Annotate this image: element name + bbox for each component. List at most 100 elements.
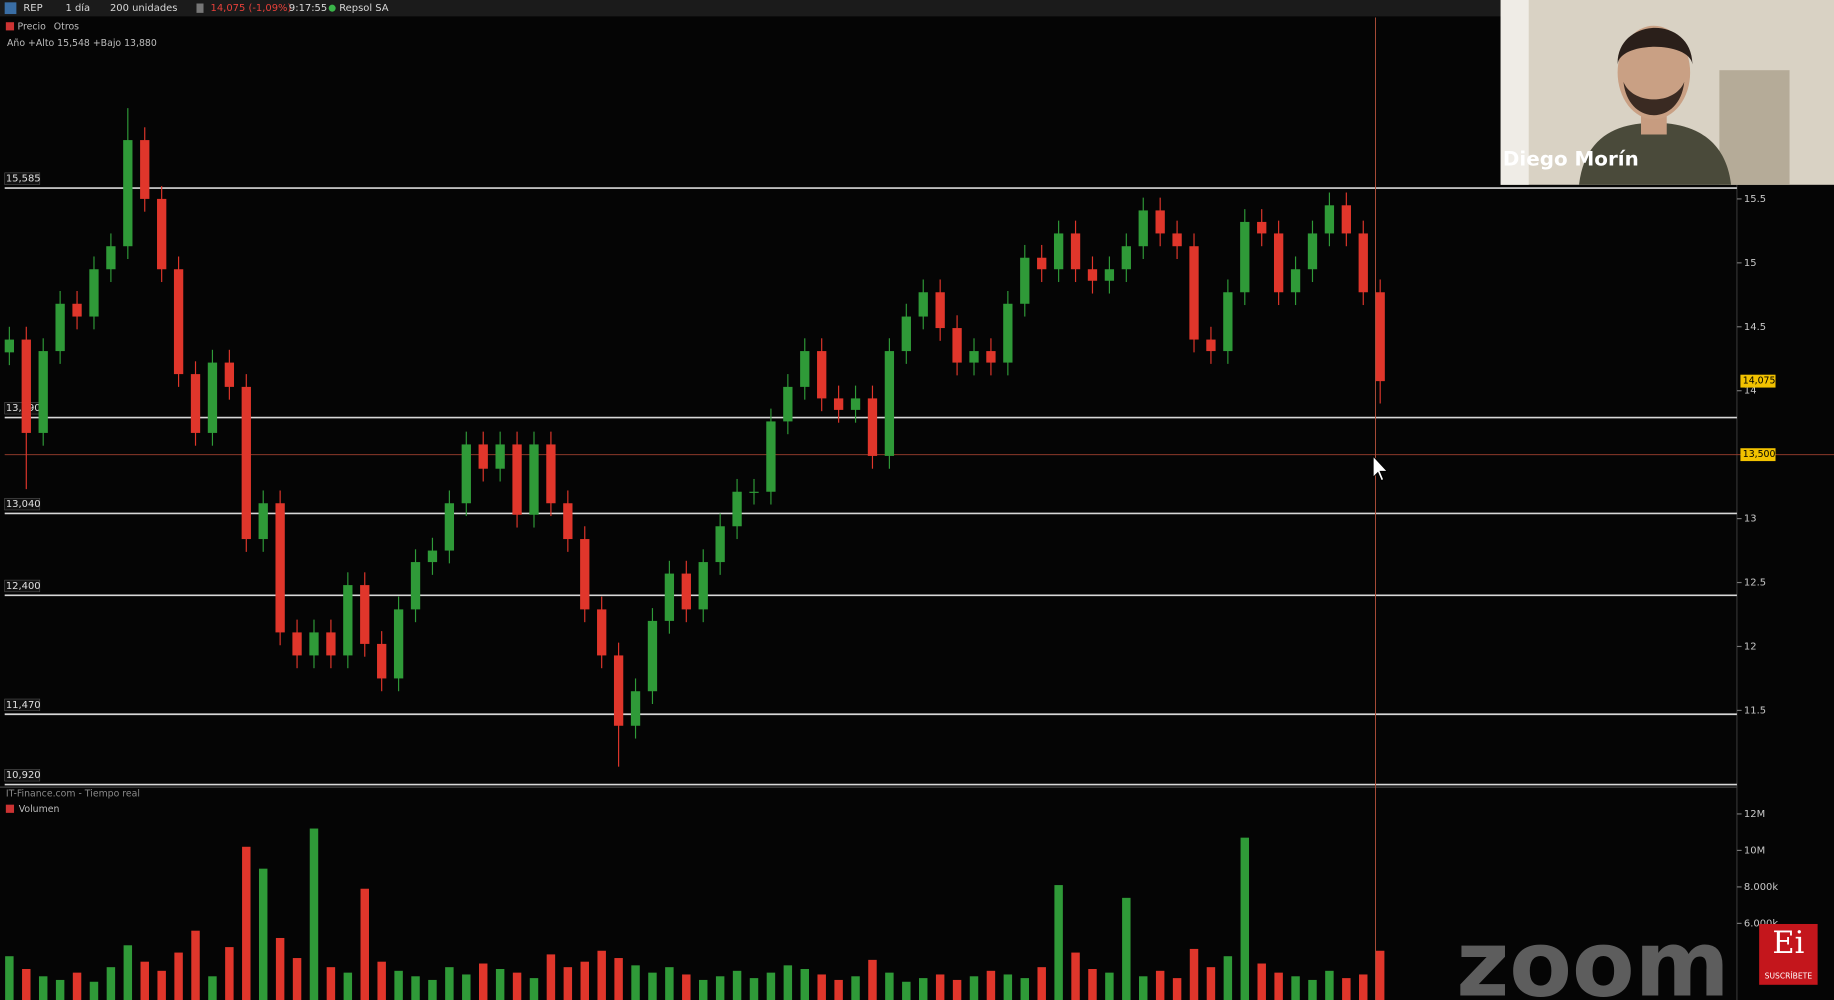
- level-label-box: [4, 698, 41, 712]
- volume-bar: [309, 828, 319, 1000]
- volume-bar: [174, 952, 183, 1000]
- volume-bar: [411, 976, 420, 1000]
- volume-bar: [783, 965, 793, 1000]
- volume-bar: [1105, 972, 1114, 1000]
- candle-body: [123, 140, 133, 247]
- volume-bar: [986, 970, 996, 1000]
- candle-body: [292, 632, 302, 656]
- candle-body: [1121, 246, 1131, 270]
- candle-body: [258, 503, 268, 540]
- candle-body: [681, 573, 691, 610]
- volume-bar: [1325, 970, 1334, 1000]
- volume-bar: [952, 979, 962, 1000]
- person-beard: [1623, 81, 1685, 116]
- volume-bar: [242, 846, 251, 1000]
- volume-legend-swatch: [5, 804, 15, 813]
- y-tick-label: 13: [1744, 514, 1757, 525]
- logo-badge[interactable]: [1759, 923, 1818, 985]
- logo-caption: SUSCRÍBETE: [1765, 972, 1813, 981]
- y-tick-label: 11.5: [1744, 705, 1766, 716]
- candle-body: [1138, 210, 1148, 247]
- candle-body: [1087, 269, 1098, 281]
- volume-bar: [38, 976, 48, 1000]
- candle-body: [1341, 205, 1351, 234]
- volume-bar: [648, 972, 657, 1000]
- candle-body: [1307, 233, 1318, 270]
- price-marker: [1740, 374, 1776, 388]
- volume-bar: [1054, 885, 1063, 1000]
- volume-bar: [1172, 978, 1182, 1000]
- candle-body: [224, 362, 235, 387]
- candle-body: [1104, 269, 1115, 281]
- candle-body: [986, 351, 996, 363]
- y-tick-label: 12: [1744, 641, 1757, 652]
- volume-bar: [1274, 972, 1283, 1000]
- volume-bar: [394, 970, 403, 1000]
- volume-bar: [208, 976, 217, 1000]
- volume-bar: [529, 978, 539, 1000]
- candle-body: [867, 398, 878, 456]
- volume-bar: [665, 967, 674, 1000]
- volume-bar: [580, 961, 589, 1000]
- volume-bar: [462, 974, 471, 1000]
- volume-chart: 6.000k 8.000k 10M 12M: [5, 809, 1778, 1000]
- candle-body: [157, 198, 167, 270]
- volume-bar: [919, 978, 928, 1000]
- participant-name: Diego Morín: [1503, 148, 1639, 171]
- volume-bar: [1308, 979, 1317, 1000]
- instrument-name: Repsol SA: [339, 3, 389, 14]
- volume-bar: [1071, 952, 1080, 1000]
- person-body: [1579, 122, 1732, 185]
- volume-bar: [902, 981, 911, 1000]
- mouse-cursor: [1372, 454, 1389, 482]
- candle-body: [935, 292, 945, 329]
- volume-bar: [1342, 978, 1351, 1000]
- volume-bar: [851, 976, 860, 1000]
- volume-bar: [749, 978, 759, 1000]
- candle-body: [1070, 233, 1081, 270]
- candle-body: [613, 655, 624, 726]
- candle-body: [1290, 269, 1301, 293]
- volume-bar: [343, 972, 353, 1000]
- volume-bar: [935, 974, 945, 1000]
- candle-body: [106, 246, 116, 270]
- volume-bar: [275, 937, 285, 1000]
- candle-body: [833, 398, 844, 410]
- data-source: IT-Finance.com - Tiempo real: [6, 789, 140, 800]
- level-label: 15,585: [6, 174, 41, 185]
- volume-bar: [546, 954, 556, 1000]
- y-tick-label: 14.5: [1744, 322, 1766, 333]
- candle-body: [1003, 303, 1013, 363]
- units-selector[interactable]: 200 unidades: [110, 3, 177, 14]
- candle-body: [393, 609, 404, 679]
- time: 9:17:55: [289, 3, 327, 14]
- logo-mark: Ei: [1772, 926, 1804, 961]
- candle-body: [1189, 246, 1199, 340]
- candle-body: [850, 398, 861, 410]
- candle-body: [952, 328, 962, 363]
- level-label: 10,920: [6, 770, 41, 781]
- volume-bar: [428, 979, 437, 1000]
- candle-body: [1206, 339, 1216, 352]
- volume-bar: [292, 958, 302, 1000]
- candle-body: [140, 140, 150, 199]
- candle-body: [1037, 257, 1047, 270]
- volume-bar: [1206, 967, 1216, 1000]
- level-label: 12,400: [6, 581, 41, 592]
- toolbar: [0, 0, 1501, 17]
- period-selector[interactable]: 1 día: [66, 2, 91, 14]
- candle-body: [969, 351, 979, 363]
- volume-bar: [377, 961, 386, 1000]
- volume-legend: Volumen: [19, 804, 60, 815]
- volume-bar: [885, 972, 894, 1000]
- candle-body: [1358, 233, 1368, 293]
- volume-bar: [698, 979, 708, 1000]
- price-chart: 11.51212.5131414.51515.515,58513,79013,0…: [4, 108, 1834, 786]
- volume-bar: [1037, 967, 1046, 1000]
- symbol-selector[interactable]: REP: [23, 3, 42, 14]
- candle-body: [427, 550, 438, 563]
- candle-body: [241, 386, 251, 540]
- candle-body: [546, 444, 556, 504]
